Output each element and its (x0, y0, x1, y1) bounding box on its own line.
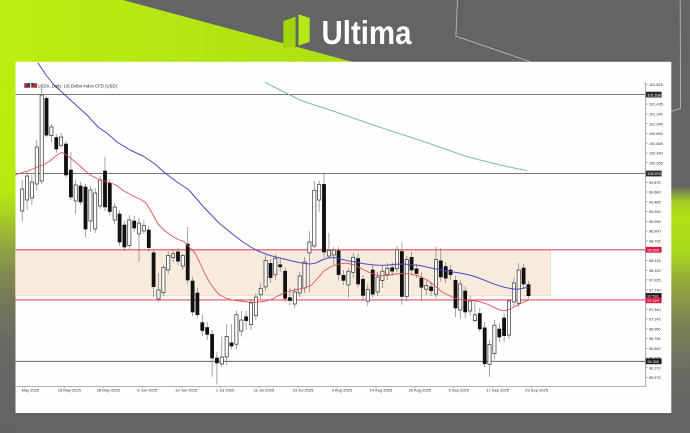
svg-text:May 2025: May 2025 (22, 387, 40, 392)
svg-text:100.070: 100.070 (647, 172, 661, 176)
svg-text:96.950: 96.950 (649, 327, 661, 331)
svg-text:99.290: 99.290 (649, 210, 661, 214)
svg-text:100.460: 100.460 (649, 152, 663, 156)
svg-text:1 Jul 2025: 1 Jul 2025 (216, 387, 235, 392)
svg-text:14 Aug 2025: 14 Aug 2025 (370, 387, 393, 392)
svg-text:99.680: 99.680 (649, 191, 661, 195)
svg-text:96.300: 96.300 (647, 360, 659, 364)
svg-text:100.265: 100.265 (649, 161, 663, 165)
svg-text:96.755: 96.755 (649, 337, 661, 341)
svg-text:26 Aug 2025: 26 Aug 2025 (409, 387, 432, 392)
svg-text:97.340: 97.340 (649, 308, 661, 312)
svg-text:98.505: 98.505 (647, 249, 659, 253)
svg-text:101.240: 101.240 (649, 113, 663, 117)
svg-text:23 Jul 2025: 23 Jul 2025 (293, 387, 314, 392)
svg-text:USDX, Daily: US Dollar Index: USDX, Daily: US Dollar Index CFD (USD) (38, 84, 118, 89)
svg-text:100.850: 100.850 (649, 132, 663, 136)
svg-text:9 Jun 2025: 9 Jun 2025 (137, 387, 158, 392)
svg-text:98.705: 98.705 (649, 240, 661, 244)
svg-text:17 Sep 2025: 17 Sep 2025 (486, 387, 509, 392)
svg-text:19 Jun 2025: 19 Jun 2025 (175, 387, 198, 392)
svg-text:16 May 2025: 16 May 2025 (58, 387, 82, 392)
svg-text:97.925: 97.925 (649, 279, 661, 283)
svg-text:97.145: 97.145 (649, 318, 661, 322)
svg-text:98.315: 98.315 (649, 259, 661, 263)
svg-text:96.170: 96.170 (649, 366, 661, 370)
svg-text:11 Jul 2025: 11 Jul 2025 (254, 387, 275, 392)
svg-text:100.655: 100.655 (649, 142, 663, 146)
svg-text:99.095: 99.095 (649, 220, 661, 224)
svg-text:101.435: 101.435 (649, 103, 663, 107)
svg-text:99.875: 99.875 (649, 181, 661, 185)
svg-text:96.560: 96.560 (649, 347, 661, 351)
svg-text:97.520: 97.520 (647, 299, 659, 303)
svg-text:97.730: 97.730 (649, 288, 661, 292)
svg-text:98.120: 98.120 (649, 269, 661, 273)
svg-text:101.630: 101.630 (647, 93, 661, 97)
svg-text:29 Sep 2025: 29 Sep 2025 (525, 387, 548, 392)
svg-text:Ultima: Ultima (322, 14, 413, 51)
svg-text:95.975: 95.975 (649, 376, 661, 380)
svg-text:101.045: 101.045 (649, 122, 663, 126)
svg-text:28 May 2025: 28 May 2025 (97, 387, 121, 392)
svg-text:5 Sep 2025: 5 Sep 2025 (448, 387, 469, 392)
svg-text:101.825: 101.825 (649, 83, 663, 87)
svg-text:98.900: 98.900 (649, 230, 661, 234)
svg-text:99.485: 99.485 (649, 200, 661, 204)
svg-text:97.591: 97.591 (647, 295, 659, 299)
svg-text:4 Aug 2025: 4 Aug 2025 (332, 387, 353, 392)
